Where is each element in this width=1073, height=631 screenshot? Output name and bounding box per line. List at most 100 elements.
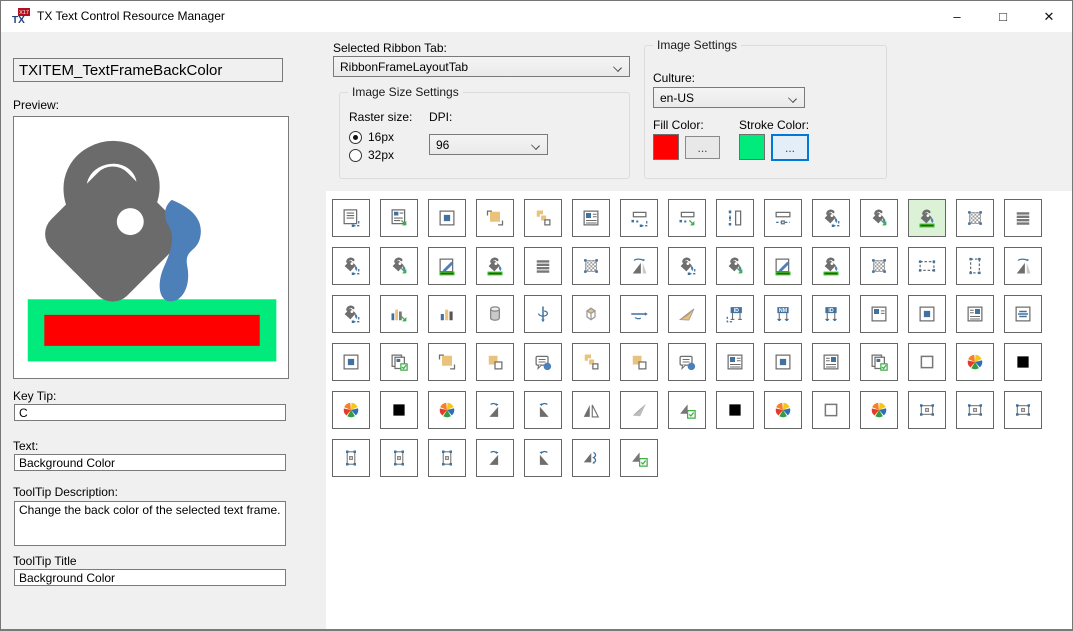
icon-tile-whiteSquare[interactable] <box>908 343 946 381</box>
icon-tile-bucketRed[interactable] <box>908 199 946 237</box>
tooltip-title-field[interactable] <box>14 569 286 586</box>
icon-tile-vframeHandles[interactable] <box>380 439 418 477</box>
icon-tile-colorWheel[interactable] <box>956 343 994 381</box>
icon-tile-vframeHandles[interactable] <box>332 439 370 477</box>
icon-tile-pencilRed[interactable] <box>764 247 802 285</box>
icon-tile-tanOverWhite[interactable] <box>620 343 658 381</box>
icon-tile-rotateX[interactable] <box>620 295 658 333</box>
icon-tile-checkered[interactable] <box>956 199 994 237</box>
icon-tile-docCopiesCheck[interactable] <box>380 343 418 381</box>
item-name-field[interactable] <box>13 58 283 82</box>
icon-tile-rotateY[interactable] <box>524 295 562 333</box>
tooltip-description-field[interactable]: Change the back color of the selected te… <box>14 501 286 546</box>
icon-tile-barDotsBlue[interactable] <box>620 199 658 237</box>
icon-tile-bucketBlue[interactable] <box>332 247 370 285</box>
icon-tile-grayBars[interactable] <box>1004 199 1042 237</box>
icon-tile-bucketBlue[interactable] <box>332 295 370 333</box>
icon-tile-triCheck[interactable] <box>620 439 658 477</box>
icon-tile-framedDoc[interactable] <box>428 199 466 237</box>
icon-tile-colorWheel[interactable] <box>332 391 370 429</box>
icon-tile-docGreenArrow[interactable] <box>380 199 418 237</box>
icon-tile-bucketGreen[interactable] <box>380 247 418 285</box>
icon-tile-checkered[interactable] <box>860 247 898 285</box>
icon-tile-colorWheel[interactable] <box>860 391 898 429</box>
bucketRed-icon <box>919 209 935 228</box>
icon-tile-tanSqBrackets[interactable] <box>476 199 514 237</box>
icon-tile-rotTriR[interactable] <box>524 439 562 477</box>
icon-tile-barDashDots[interactable] <box>764 199 802 237</box>
icon-tile-blackSquare[interactable] <box>1004 343 1042 381</box>
icon-tile-flipH[interactable] <box>572 391 610 429</box>
icon-tile-rotTriL[interactable] <box>476 391 514 429</box>
icon-tile-frameHandles[interactable] <box>956 391 994 429</box>
dpi-select[interactable]: 96 <box>429 134 548 155</box>
icon-tile-tanOverWhite[interactable] <box>476 343 514 381</box>
radio-32px[interactable]: 32px <box>349 148 394 162</box>
image-size-group: Image Size Settings Raster size: 16px 32… <box>339 85 630 179</box>
icon-tile-frameHandles[interactable] <box>1004 391 1042 429</box>
icon-tile-bucketGreen[interactable] <box>716 247 754 285</box>
icon-tile-plane3d[interactable] <box>668 295 706 333</box>
keytip-field[interactable] <box>14 404 286 421</box>
icon-tile-vframeHandles[interactable] <box>428 439 466 477</box>
icon-tile-frameSelH[interactable] <box>908 247 946 285</box>
icon-tile-docSqLines[interactable] <box>812 343 850 381</box>
icon-tile-framedDoc[interactable] <box>332 343 370 381</box>
icon-tile-frameHandles[interactable] <box>908 391 946 429</box>
minimize-button[interactable]: – <box>934 1 980 32</box>
icon-tile-nmFrame[interactable]: NM <box>764 295 802 333</box>
icon-tile-flipTri[interactable] <box>620 247 658 285</box>
icon-tile-docSqLines[interactable] <box>956 295 994 333</box>
icon-tile-colorWheel[interactable] <box>764 391 802 429</box>
icon-tile-tanSqBrackets[interactable] <box>428 343 466 381</box>
icon-tile-grayBars[interactable] <box>524 247 562 285</box>
tanOverWhite-icon <box>632 355 647 370</box>
fill-color-browse-button[interactable]: ... <box>685 136 720 159</box>
icon-tile-bucketBlue[interactable] <box>812 199 850 237</box>
icon-tile-idFrame[interactable]: ID <box>716 295 754 333</box>
icon-tile-bucketRed[interactable] <box>476 247 514 285</box>
icon-tile-orderSquares[interactable] <box>572 343 610 381</box>
icon-tile-barDotsGreen[interactable] <box>668 199 706 237</box>
icon-tile-blackSquare[interactable] <box>380 391 418 429</box>
icon-tile-chart[interactable] <box>428 295 466 333</box>
icon-tile-whiteSquare[interactable] <box>812 391 850 429</box>
icon-tile-bucketGreen[interactable] <box>860 199 898 237</box>
icon-tile-docHeader[interactable] <box>716 343 754 381</box>
icon-tile-frameSelV[interactable] <box>956 247 994 285</box>
icon-tile-calloutDot[interactable] <box>524 343 562 381</box>
icon-tile-rotTriR[interactable] <box>524 391 562 429</box>
icon-tile-checkered[interactable] <box>572 247 610 285</box>
culture-select[interactable]: en-US <box>653 87 805 108</box>
icon-tile-frameSqTL[interactable] <box>860 295 898 333</box>
stroke-color-browse-button[interactable]: ... <box>771 134 809 161</box>
icon-tile-idFrame2[interactable]: ID <box>812 295 850 333</box>
icon-tile-planeGray[interactable] <box>620 391 658 429</box>
icon-tile-framedDoc[interactable] <box>764 343 802 381</box>
icon-tile-triCheck[interactable] <box>668 391 706 429</box>
icon-tile-chartGreen[interactable] <box>380 295 418 333</box>
radio-16px[interactable]: 16px <box>349 130 394 144</box>
ribbon-tab-select[interactable]: RibbonFrameLayoutTab <box>333 56 630 77</box>
icon-tile-blackSquare[interactable] <box>716 391 754 429</box>
icon-tile-rotTriL[interactable] <box>476 439 514 477</box>
maximize-button[interactable]: □ <box>980 1 1026 32</box>
icon-tile-flipS[interactable] <box>572 439 610 477</box>
icon-tile-flipTri[interactable] <box>1004 247 1042 285</box>
icon-tile-calloutDot[interactable] <box>668 343 706 381</box>
text-field[interactable] <box>14 454 286 471</box>
icon-tile-docCenterLines[interactable] <box>1004 295 1042 333</box>
icon-tile-cube[interactable] <box>572 295 610 333</box>
icon-tile-vbarDots[interactable] <box>716 199 754 237</box>
icon-tile-pencilRed[interactable] <box>428 247 466 285</box>
icon-tile-bucketBlue[interactable] <box>668 247 706 285</box>
close-button[interactable]: ✕ <box>1026 1 1072 32</box>
icon-tile-cylinder[interactable] <box>476 295 514 333</box>
icon-tile-framedDoc[interactable] <box>908 295 946 333</box>
icon-tile-docCopiesCheck[interactable] <box>860 343 898 381</box>
icon-tile-orderSquares[interactable] <box>524 199 562 237</box>
icon-tile-bucketRed[interactable] <box>812 247 850 285</box>
icon-tile-docHeader[interactable] <box>572 199 610 237</box>
icon-tile-colorWheel[interactable] <box>428 391 466 429</box>
icon-tile-docBlueCorner[interactable] <box>332 199 370 237</box>
